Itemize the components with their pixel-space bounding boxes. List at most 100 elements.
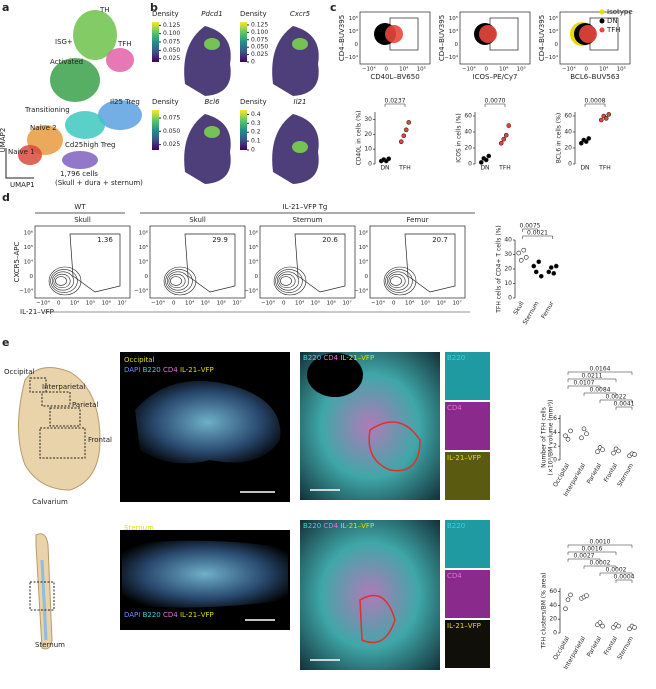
x-tick-label: 10⁴	[399, 66, 409, 73]
y-tick-label: −10⁴	[544, 54, 559, 61]
contour	[50, 269, 78, 293]
data-point	[600, 623, 605, 629]
y-tick-label: 10⁵	[549, 15, 558, 22]
x-tick-label: 10⁶	[102, 300, 112, 307]
p-value: 0.0041	[614, 401, 635, 408]
x-tick-label: −10⁴	[261, 300, 276, 307]
axis-label: CD4–BUV395	[438, 15, 446, 61]
y-tick-label: 10⁴	[24, 259, 34, 266]
significance-bracket	[567, 544, 633, 548]
colorbar-tick-label: 0.025	[163, 141, 180, 148]
x-tick-label: 0	[57, 301, 61, 307]
significance-bracket	[567, 371, 633, 375]
cluster-label: TH	[99, 6, 110, 14]
tile	[445, 352, 490, 400]
x-tick-label: 10⁵	[517, 66, 526, 73]
x-tick-label: 10⁴	[599, 66, 609, 73]
colorbar	[240, 110, 247, 150]
p-value: 0.0237	[385, 98, 406, 105]
cluster-blob	[106, 48, 134, 72]
y-tick-label: 10⁶	[249, 230, 259, 237]
data-point	[579, 435, 584, 441]
significance-bracket	[584, 103, 606, 107]
y-tick-label: 0	[365, 274, 369, 280]
tile	[445, 452, 490, 500]
y-tick-label: 0	[508, 295, 512, 302]
y-tick-label: 0	[553, 457, 557, 464]
y-tick-label: 0	[553, 630, 557, 637]
stain-labels: B220 CD4 IL-21–VFP	[303, 522, 374, 530]
stain-label: CD4	[163, 366, 180, 374]
y-tick-label: 0	[555, 42, 559, 48]
flow-plot-frame	[149, 225, 246, 299]
data-point	[568, 592, 573, 598]
data-point	[598, 117, 604, 123]
data-point	[538, 273, 544, 279]
y-tick-label: 20	[549, 616, 557, 623]
flow-plot-frame	[559, 11, 631, 65]
data-point	[518, 257, 524, 263]
group-label: IL-21–VFP Tg	[283, 203, 328, 211]
axis-label: BCL6 in cells (%)	[556, 113, 563, 163]
cluster-label: Transitioning	[24, 106, 70, 114]
data-point	[586, 136, 592, 141]
data-point	[606, 112, 612, 117]
y-tick-label: 10⁵	[349, 15, 358, 22]
x-tick-label: TFH	[498, 165, 511, 172]
contour	[55, 276, 67, 286]
contour	[168, 273, 186, 289]
y-tick-label: 30	[504, 251, 512, 258]
data-point	[403, 127, 409, 133]
legend-swatch	[599, 18, 605, 24]
y-tick-label: 0	[455, 42, 459, 48]
colorbar-tick-label: 0.100	[251, 29, 268, 36]
y-tick-label: −10⁴	[344, 54, 359, 61]
data-point	[584, 431, 589, 436]
x-tick-label: −10⁴	[371, 300, 386, 307]
tile-label: IL-21–VFP	[447, 622, 481, 630]
contour	[170, 276, 182, 286]
x-tick-label: 10⁶	[327, 300, 337, 307]
y-tick-label: 10⁶	[359, 230, 369, 237]
significance-bracket	[599, 399, 633, 403]
y-tick-label: 40	[549, 602, 557, 609]
flow-plot-frame	[369, 225, 466, 299]
contour	[275, 269, 303, 293]
density-map	[272, 26, 319, 96]
data-point	[600, 447, 605, 452]
data-point	[632, 452, 637, 457]
colorbar	[240, 22, 247, 62]
x-tick-label: 10⁵	[421, 300, 430, 307]
p-value: 0.0164	[590, 366, 611, 373]
data-point	[406, 120, 412, 125]
data-point	[565, 597, 571, 603]
tissue-label: Femur	[406, 216, 428, 224]
data-point	[616, 448, 621, 454]
calvarium-illustration	[18, 367, 101, 491]
contour	[165, 269, 193, 293]
data-point	[516, 250, 522, 256]
data-point	[498, 140, 504, 146]
data-point	[503, 132, 509, 138]
contour	[280, 276, 292, 286]
axis-label: BCL6–BUV563	[570, 73, 620, 81]
y-tick-label: −10⁴	[354, 287, 369, 294]
stain-label: IL-21–VFP	[180, 366, 214, 374]
colorbar-tick-label: 0.3	[251, 120, 261, 127]
contour	[273, 266, 307, 296]
cluster-blob	[98, 100, 142, 130]
y-tick-label: 6	[553, 415, 557, 422]
cluster-label: Cd25high Treg	[65, 141, 115, 149]
panel-letter: b	[150, 1, 158, 14]
legend-swatch	[599, 9, 605, 15]
y-tick-label: 0	[145, 274, 149, 280]
x-tick-label: 10⁴	[70, 300, 80, 307]
y-tick-label: 60	[464, 113, 472, 120]
bone-label: Calvarium	[32, 498, 68, 506]
x-tick-label: 10⁴	[295, 300, 305, 307]
colorbar-tick-label: 0.075	[163, 39, 180, 46]
contour	[51, 271, 75, 291]
y-tick-label: 0	[30, 274, 34, 280]
data-point	[563, 606, 568, 612]
